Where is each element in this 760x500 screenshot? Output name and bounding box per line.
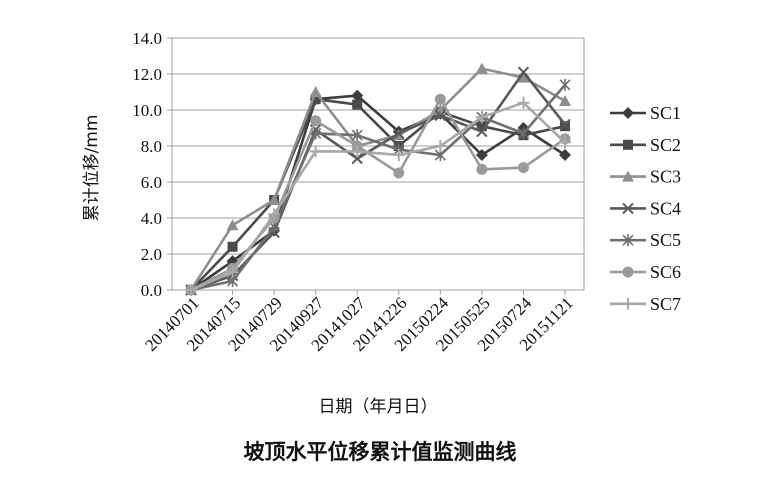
legend-item-sc1: SC1 xyxy=(610,103,681,123)
y-tick-label: 4.0 xyxy=(141,209,162,228)
legend-marker-sc5 xyxy=(622,234,634,247)
data-point-sc4 xyxy=(517,66,530,78)
y-axis-label: 累计位移/mm xyxy=(82,115,102,222)
legend-item-sc6: SC6 xyxy=(610,262,681,282)
legend-item-sc4: SC4 xyxy=(610,198,681,218)
data-point-sc5 xyxy=(351,129,363,142)
series-line-sc1 xyxy=(190,94,566,292)
legend-item-sc2: SC2 xyxy=(610,135,681,155)
legend-label-sc4: SC4 xyxy=(650,198,681,218)
data-point-sc3 xyxy=(517,71,530,83)
data-point-sc2 xyxy=(560,121,570,132)
data-point-sc3 xyxy=(268,194,281,205)
data-point-sc6 xyxy=(310,115,322,127)
data-point-sc2 xyxy=(352,99,363,110)
data-point-sc1 xyxy=(475,149,488,161)
legend-marker-sc2 xyxy=(623,139,633,150)
data-point-sc7 xyxy=(309,145,322,158)
data-point-sc6 xyxy=(434,93,446,105)
series-sc5 xyxy=(185,78,571,296)
series-sc7 xyxy=(185,96,571,296)
series-sc3 xyxy=(185,62,571,295)
data-point-sc3 xyxy=(226,219,239,231)
data-point-sc2 xyxy=(310,94,321,105)
legend-label-sc5: SC5 xyxy=(650,230,681,250)
data-point-sc4 xyxy=(393,127,405,140)
chart-title: 坡顶水平位移累计值监测曲线 xyxy=(244,440,517,464)
data-point-sc4 xyxy=(476,125,488,138)
y-tick-label: 0.0 xyxy=(141,281,162,300)
y-tick-label: 14.0 xyxy=(132,29,162,48)
data-point-sc7 xyxy=(185,284,197,296)
legend-label-sc6: SC6 xyxy=(650,262,681,282)
y-tick-labels: 0.0 2.0 4.0 6.0 8.0 10.0 12.0 14.0 xyxy=(132,29,162,300)
data-point-sc6 xyxy=(517,162,529,174)
y-tick-label: 6.0 xyxy=(141,173,162,192)
data-point-sc3 xyxy=(559,95,571,106)
data-point-sc4 xyxy=(559,118,571,131)
series-line-sc5 xyxy=(190,83,566,292)
legend-marker-sc4 xyxy=(622,202,634,215)
data-point-sc4 xyxy=(351,152,363,165)
y-tick-label: 10.0 xyxy=(132,101,162,120)
data-point-sc2 xyxy=(227,241,238,252)
data-point-sc7 xyxy=(559,136,571,149)
series-line-sc4 xyxy=(190,70,567,292)
data-point-sc6 xyxy=(476,163,488,175)
plot-frame xyxy=(171,37,585,291)
data-point-sc5 xyxy=(517,127,530,140)
data-point-sc5 xyxy=(559,78,571,91)
legend-item-sc7: SC7 xyxy=(610,294,681,314)
data-point-sc7 xyxy=(392,149,405,161)
data-point-sc6 xyxy=(393,167,405,179)
x-axis-label: 日期（年月日） xyxy=(319,397,438,417)
legend: SC1 SC2 SC3 SC4 SC5 SC6 SC7 xyxy=(610,103,681,314)
series-lines xyxy=(185,62,571,296)
x-tick-labels: 2014070120140715201407292014092720141027… xyxy=(141,293,577,355)
legend-label-sc7: SC7 xyxy=(650,294,681,314)
series-line-sc3 xyxy=(189,67,566,291)
legend-label-sc3: SC3 xyxy=(650,167,681,187)
data-point-sc1 xyxy=(351,89,364,102)
data-point-sc7 xyxy=(434,140,447,152)
legend-marker-sc1 xyxy=(622,107,634,119)
data-point-sc3 xyxy=(309,86,322,97)
legend-marker-sc7 xyxy=(622,297,634,310)
data-point-sc7 xyxy=(351,145,364,158)
series-sc4 xyxy=(185,66,571,296)
data-point-sc2 xyxy=(476,121,487,132)
data-point-sc7 xyxy=(475,111,488,124)
axes xyxy=(171,37,585,291)
data-point-sc4 xyxy=(434,109,447,122)
y-tick-label: 8.0 xyxy=(141,137,162,156)
series-line-sc2 xyxy=(190,97,566,291)
y-tick-label: 2.0 xyxy=(141,245,162,264)
legend-label-sc2: SC2 xyxy=(650,135,681,155)
data-point-sc3 xyxy=(475,62,488,74)
legend-marker-sc3 xyxy=(622,170,634,182)
legend-label-sc1: SC1 xyxy=(650,103,681,123)
legend-item-sc5: SC5 xyxy=(610,230,681,250)
legend-marker-sc6 xyxy=(622,266,634,278)
series-line-sc7 xyxy=(190,101,566,292)
data-point-sc7 xyxy=(517,96,530,109)
legend-item-sc3: SC3 xyxy=(610,167,681,187)
data-point-sc7 xyxy=(226,266,239,278)
data-point-sc1 xyxy=(559,149,571,161)
data-point-sc7 xyxy=(268,208,281,221)
y-tick-label: 12.0 xyxy=(132,65,162,84)
